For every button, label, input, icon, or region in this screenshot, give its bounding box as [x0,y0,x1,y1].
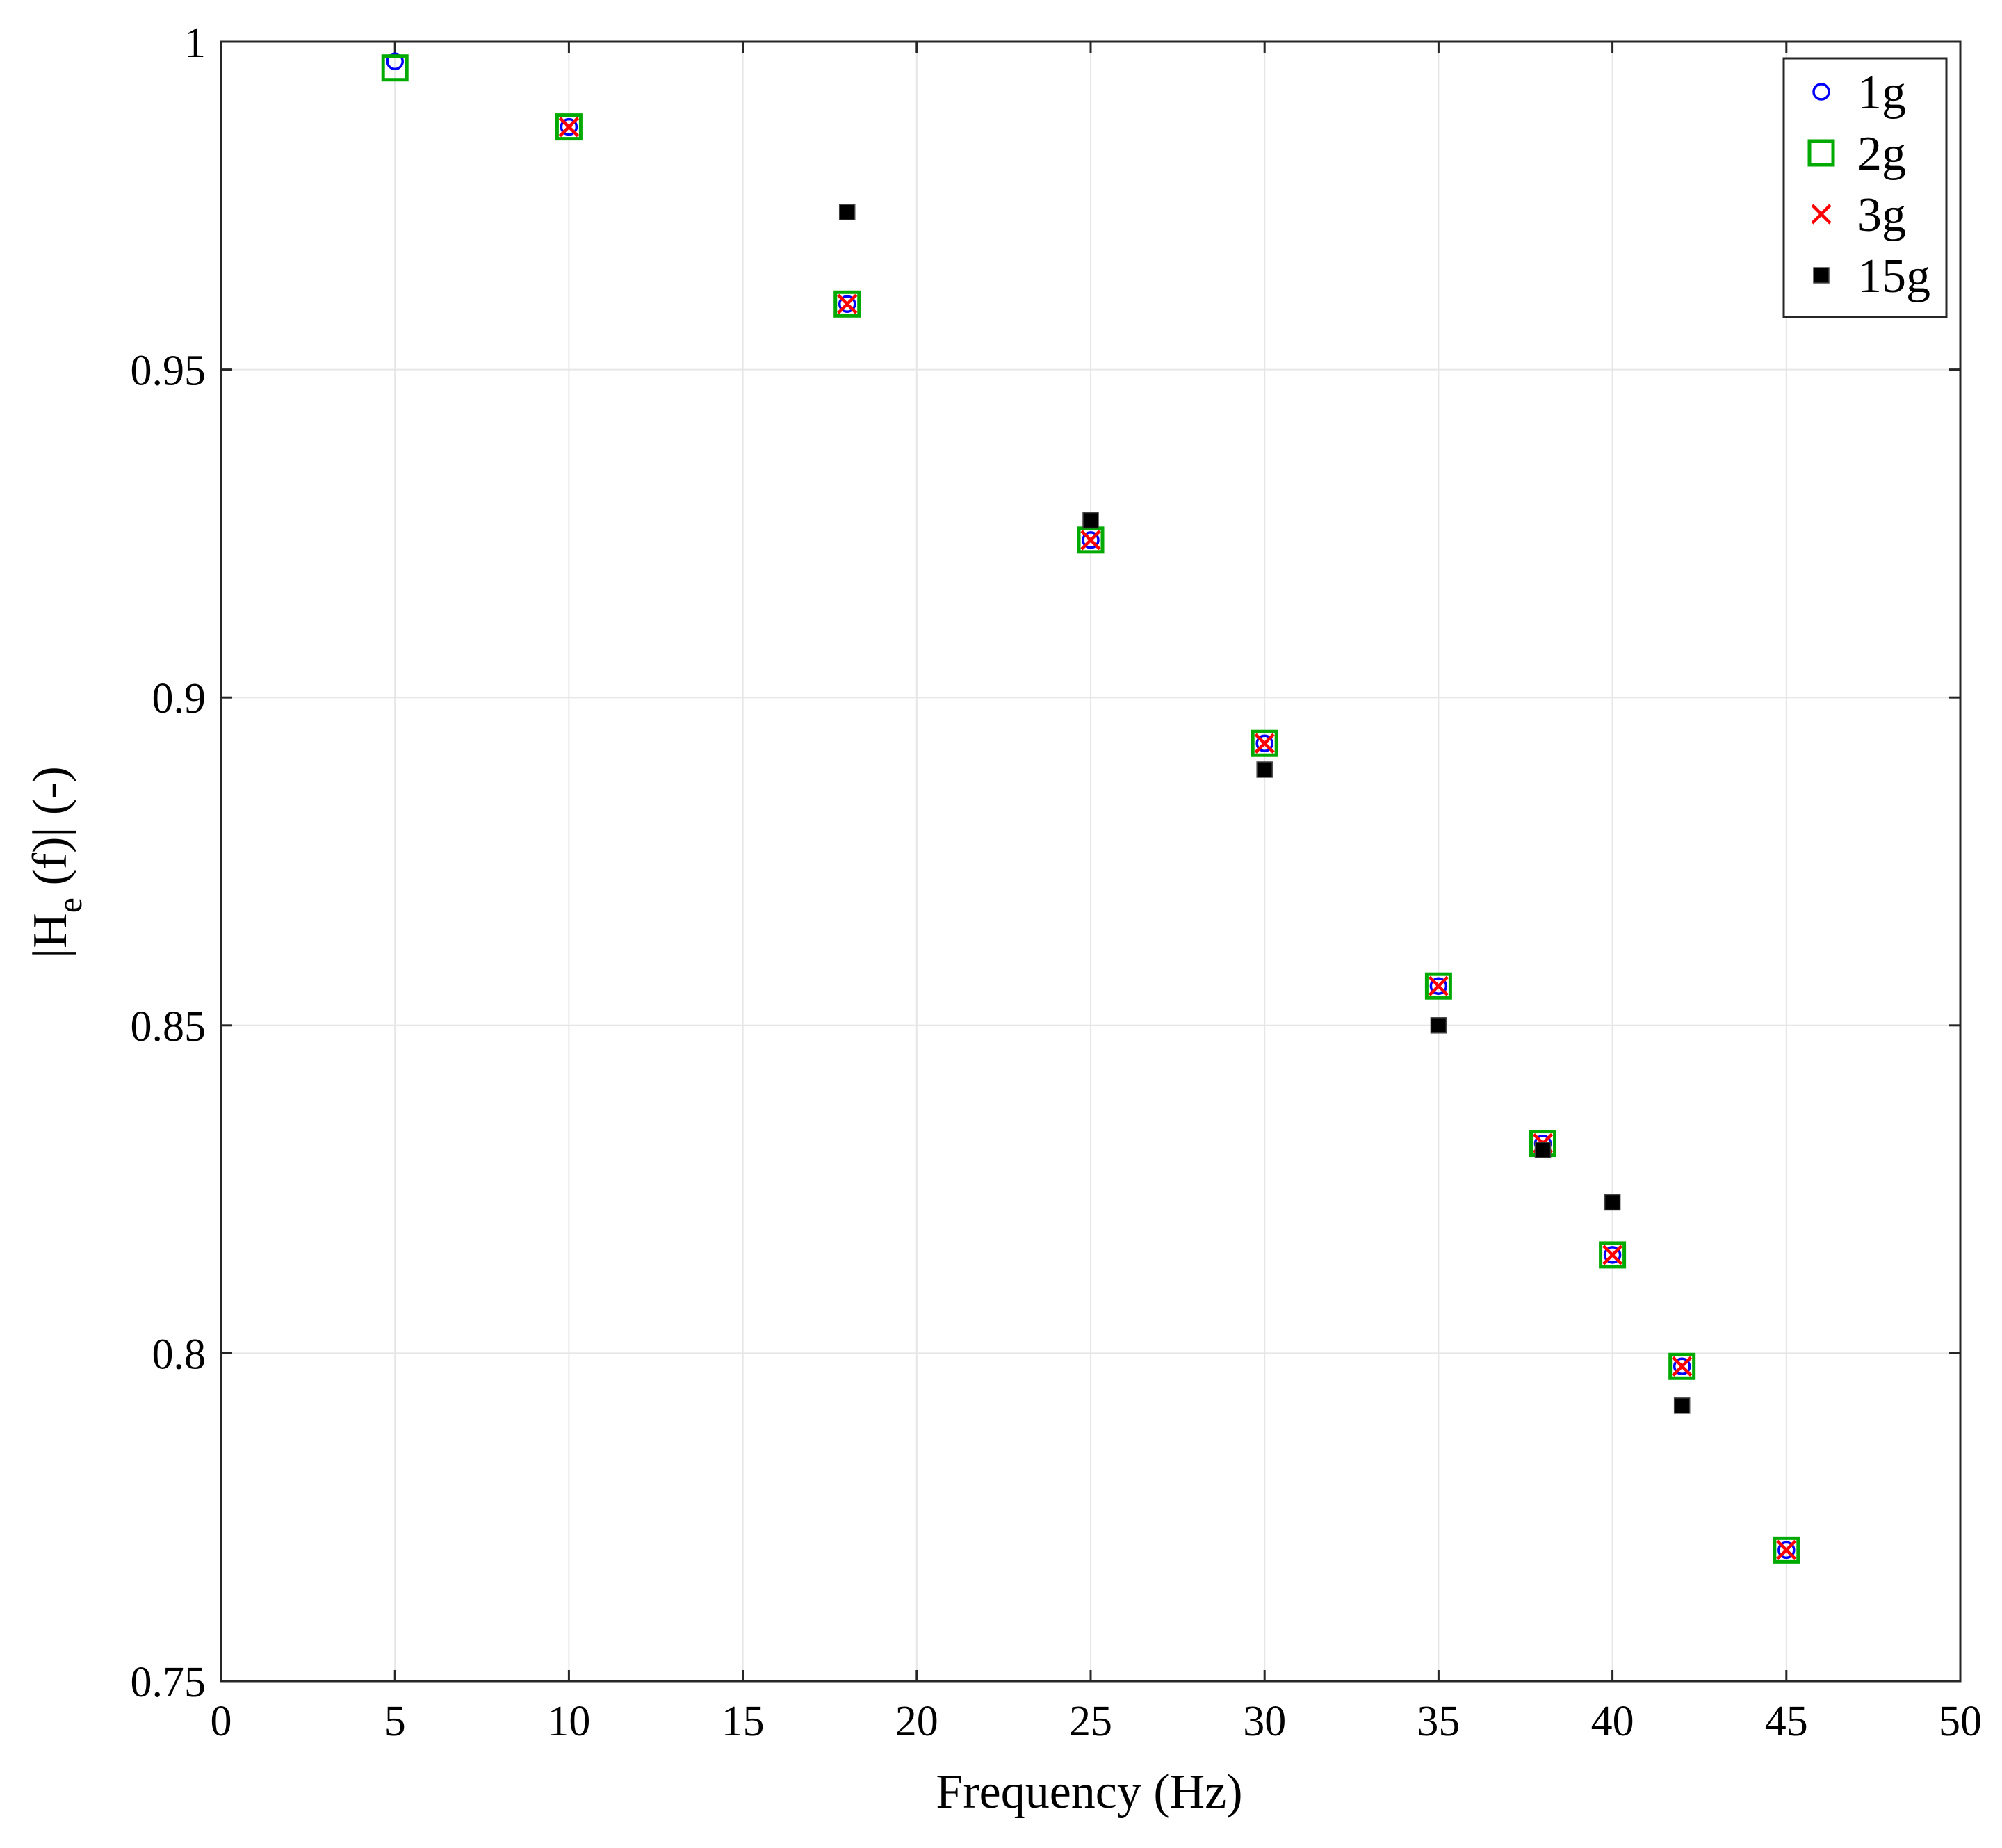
point-15g [1604,1194,1621,1211]
x-tick-label: 0 [211,1698,232,1745]
point-3g [1254,733,1275,754]
point-1g [838,295,856,314]
point-3g [1080,530,1101,551]
point-3g-stroke [1776,1539,1797,1560]
series-15g [838,204,1691,1414]
legend-marker-1g [1812,83,1830,101]
y-tick-label: 0.75 [131,1659,206,1706]
y-tick-label: 0.8 [152,1331,206,1378]
y-tick-label: 1 [184,19,206,67]
point-15g [838,204,856,220]
axes [220,40,1962,1683]
legend: 1g 2g 3g 15g [1782,57,1948,318]
data-markers [381,52,1800,1564]
point-3g [558,117,579,138]
point-2g [833,290,861,318]
x-tick-label: 10 [547,1698,590,1745]
point-3g-stroke [1254,733,1275,754]
x-tick-label: 20 [895,1698,938,1745]
x-tick-label: 40 [1591,1698,1634,1745]
legend-label-1g: 1g [1857,66,1906,120]
y-axis-title-subscript: e [50,898,89,913]
legend-marker-15g [1813,267,1830,284]
point-15g [1673,1397,1691,1414]
x-axis-title: Frequency (Hz) [936,1765,1242,1819]
x-tick-label: 50 [1939,1698,1982,1745]
point-2g [1251,729,1278,757]
y-tick-label: 0.95 [131,348,206,395]
point-1g [1082,531,1100,549]
point-3g [1672,1356,1693,1377]
tick-labels: 0 5 10 15 20 25 30 35 40 45 50 0.75 0.8 0.85 0.9 0.95 1 [131,19,1983,1745]
point-1g [386,52,404,71]
point-2g [1668,1352,1696,1380]
x-tick-label: 45 [1765,1698,1808,1745]
x-tick-label: 35 [1417,1698,1460,1745]
point-3g [837,293,858,314]
point-2g [555,113,583,141]
point-3g-stroke [837,293,858,314]
point-15g [1430,1017,1447,1034]
legend-label-3g: 3g [1857,188,1906,242]
x-tick-label: 30 [1243,1698,1286,1745]
point-1g [1673,1357,1691,1376]
legend-label-15g: 15g [1857,250,1930,303]
legend-marker-3g [1811,204,1832,225]
point-3g-stroke [1602,1245,1623,1265]
y-axis-title-prefix: |H [24,913,77,958]
series-2g [381,54,1800,1564]
legend-label-2g: 2g [1857,127,1906,181]
point-15g [1082,512,1099,529]
legend-marker-3g-stroke [1811,204,1832,225]
point-1g [1429,977,1448,995]
point-15g [1534,1142,1552,1158]
y-tick-label: 0.85 [131,1003,206,1051]
point-3g [1776,1539,1797,1560]
point-1g [560,117,578,136]
y-tick-label: 0.9 [152,675,206,722]
point-1g [1255,734,1273,752]
x-tick-label: 5 [384,1698,406,1745]
point-15g [1256,761,1273,778]
point-2g [381,54,409,82]
y-axis-title-suffix: (f)| (-) [24,766,77,898]
x-tick-label: 25 [1069,1698,1112,1745]
y-axis-title: |He (f)| (-) [24,766,89,958]
point-3g-stroke [1428,975,1449,996]
point-2g [1424,972,1452,1000]
legend-marker-2g [1807,139,1835,167]
x-tick-label: 15 [722,1698,765,1745]
point-3g-stroke [1080,530,1101,551]
legend-box [1782,57,1948,318]
point-3g-stroke [558,117,579,138]
point-1g [1777,1541,1796,1559]
series-3g [558,117,1797,1560]
point-2g [1599,1241,1627,1269]
point-1g [1603,1246,1622,1264]
point-2g [1773,1536,1800,1564]
point-3g-stroke [1672,1356,1693,1377]
point-3g [1428,975,1449,996]
point-3g [1602,1245,1623,1265]
